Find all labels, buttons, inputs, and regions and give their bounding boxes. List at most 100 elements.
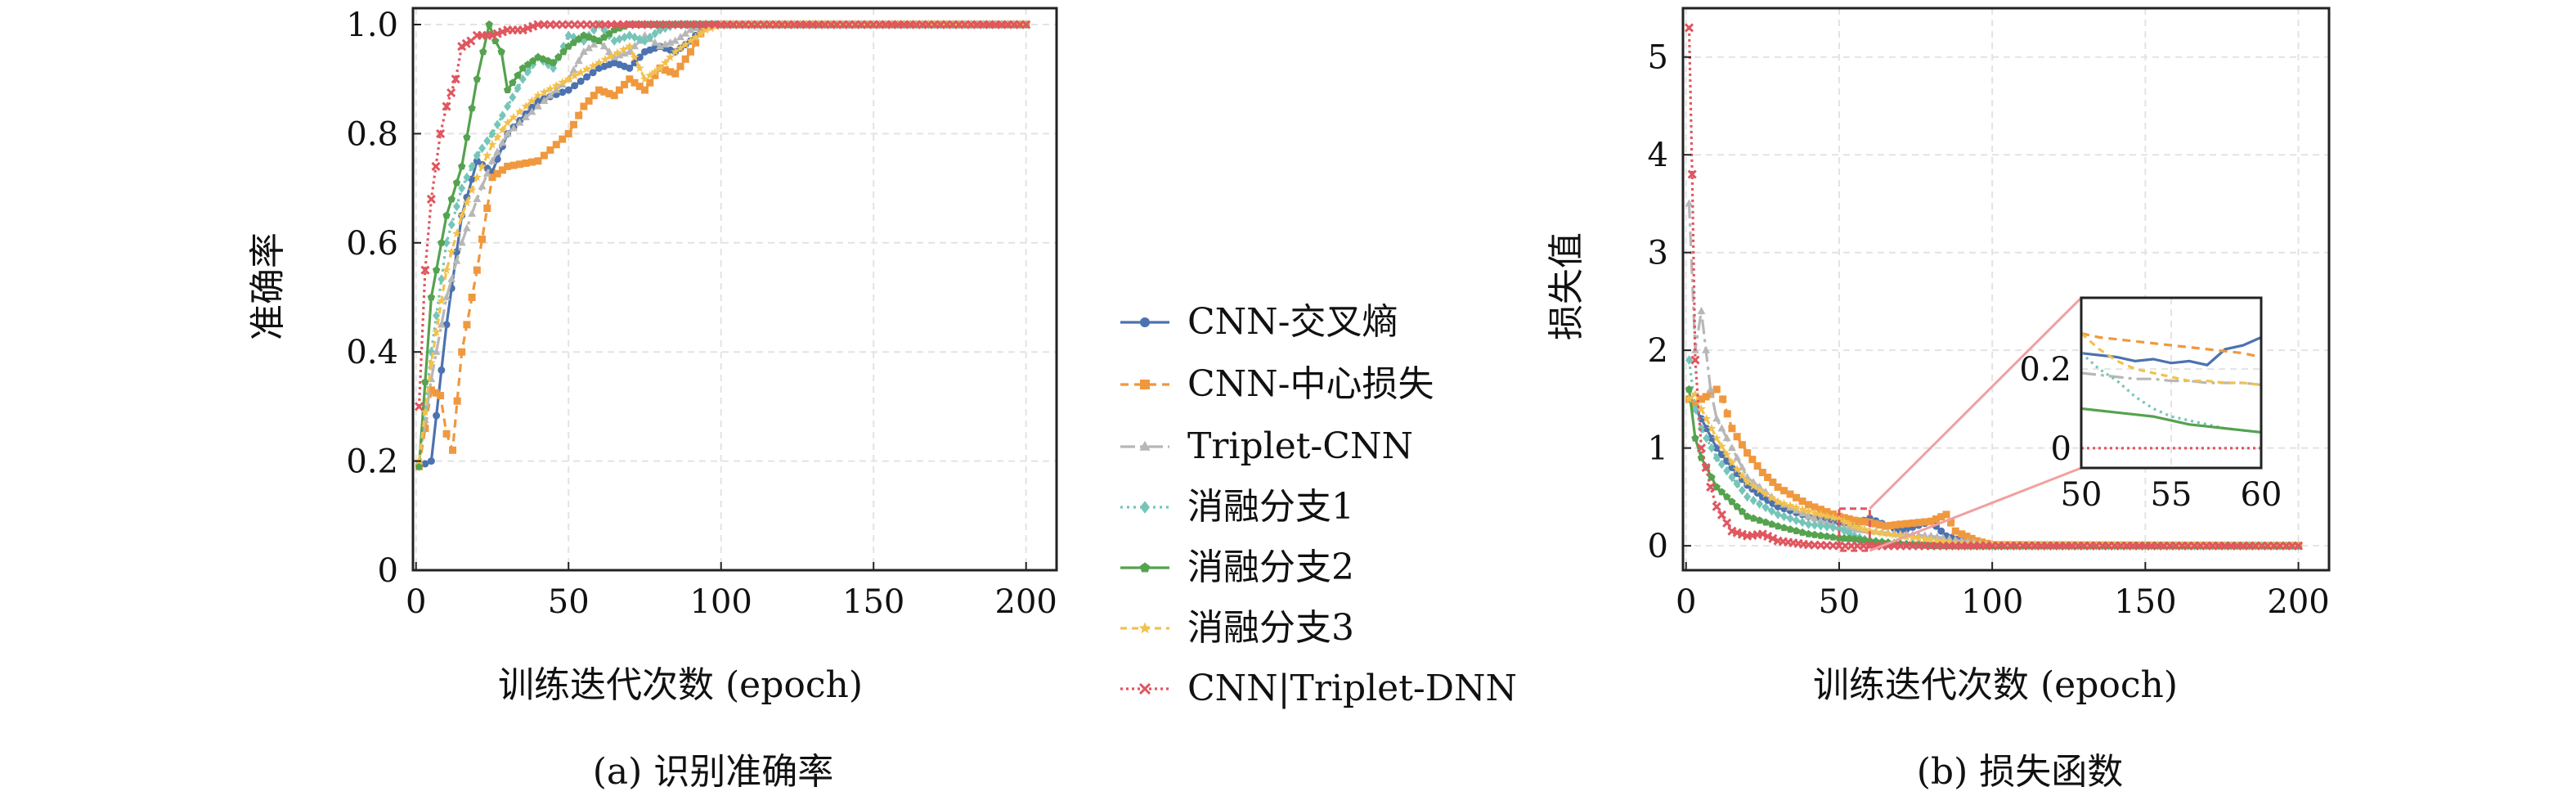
accuracy-series-3-point <box>462 223 471 232</box>
accuracy-series-6-point <box>482 151 492 160</box>
accuracy-series-3-point <box>552 85 561 93</box>
accuracy-series-1-point <box>427 457 435 465</box>
accuracy-series-4-point <box>468 161 476 172</box>
loss-series-5-point <box>1733 502 1741 510</box>
loss-series-6-point <box>1810 508 1820 517</box>
accuracy-series-6-point <box>635 63 644 73</box>
loss-series-6-point <box>1938 537 1948 546</box>
legend-marker-5 <box>1139 562 1151 573</box>
accuracy-series-5-point <box>503 86 512 94</box>
accuracy-x-tick-label: 0 <box>406 583 426 621</box>
loss-series-4-point <box>1840 525 1848 536</box>
accuracy-series-2-point <box>527 158 536 166</box>
loss-series-7-point <box>2293 541 2304 551</box>
accuracy-series-5-point <box>600 33 608 41</box>
accuracy-series-2-point <box>646 79 654 87</box>
loss-series-5-point <box>1816 531 1825 539</box>
accuracy-series-5 <box>415 20 1030 470</box>
loss-series-4-point <box>1780 511 1788 522</box>
accuracy-series-5-point <box>518 64 527 72</box>
accuracy-series-5-point <box>595 37 604 45</box>
loss-series-3-point <box>1845 524 1854 532</box>
loss-series-2-point <box>1753 462 1761 470</box>
legend-sample-4 <box>1120 501 1169 514</box>
loss-series-6-point <box>1761 488 1770 498</box>
loss-series-5-point <box>1840 534 1848 542</box>
legend-item-5[interactable]: 消融分支2 <box>1120 546 1354 588</box>
legend-item-2[interactable]: CNN-中心损失 <box>1120 363 1434 405</box>
loss-series-2-point <box>1786 490 1794 498</box>
loss-x-tick-label: 0 <box>1676 583 1696 621</box>
accuracy-series-3-point <box>671 36 680 44</box>
accuracy-series-6-point <box>671 47 680 56</box>
legend-item-6[interactable]: 消融分支3 <box>1120 607 1354 649</box>
loss-y-tick-label: 0 <box>1648 528 1668 565</box>
accuracy-series-6-line <box>417 23 1026 461</box>
accuracy-series-6-point <box>594 57 604 67</box>
accuracy-series-7-point <box>436 128 446 138</box>
accuracy-series-7-point <box>420 265 430 275</box>
loss-series-2-point <box>1748 456 1757 464</box>
accuracy-series-5-point <box>559 47 568 56</box>
loss-series-3-point <box>1717 424 1726 432</box>
accuracy-series-1-point <box>534 97 542 105</box>
inset-x-tick-label: 55 <box>2151 476 2192 514</box>
accuracy-series-4-point <box>518 74 527 84</box>
accuracy-series-6-point <box>576 67 586 77</box>
accuracy-series-6-point <box>426 358 436 367</box>
accuracy-series-4-point <box>631 32 639 43</box>
accuracy-series-2-point <box>473 266 481 274</box>
accuracy-series-2-point <box>605 89 613 97</box>
accuracy-series-6-point <box>539 87 549 97</box>
accuracy-series-6-point <box>696 29 706 38</box>
loss-series-6-point <box>1860 524 1869 533</box>
loss-series-2-point <box>1921 518 1929 526</box>
loss-series-2-point <box>1774 483 1782 491</box>
accuracy-series-7-point <box>451 74 460 84</box>
accuracy-series-6-point <box>503 118 513 127</box>
loss-series-6-point <box>1945 537 1954 546</box>
accuracy-series-3-point <box>503 129 512 137</box>
accuracy-series-3-point <box>650 38 659 46</box>
accuracy-y-tick-label: 0.6 <box>346 225 398 263</box>
accuracy-series-3-point <box>447 274 456 282</box>
loss-y-tick-label: 5 <box>1648 39 1668 77</box>
loss-series-5-point <box>1712 483 1721 491</box>
accuracy-series-3-point <box>569 65 578 74</box>
loss-series-6-point <box>1690 389 1700 398</box>
legend-item-7[interactable]: CNN|Triplet-DNN <box>1120 668 1517 709</box>
loss-series-3-point <box>1722 434 1731 442</box>
loss-series-4-point <box>1712 452 1721 463</box>
loss-series-2-point <box>1738 441 1746 449</box>
legend-sample-2 <box>1120 380 1169 389</box>
legend-marker-1 <box>1140 317 1150 327</box>
accuracy-series-6-point <box>551 80 561 90</box>
legend-item-3[interactable]: Triplet-CNN <box>1120 425 1413 467</box>
zoom-rectangle <box>1838 507 1871 552</box>
accuracy-y-tick-label: 0.2 <box>346 443 398 481</box>
legend-item-4[interactable]: 消融分支1 <box>1120 486 1354 528</box>
loss-series-5-point <box>1767 519 1776 528</box>
loss-series-6-point <box>1797 505 1807 514</box>
accuracy-series-6-point <box>521 101 531 110</box>
accuracy-series-6-point <box>645 70 655 79</box>
accuracy-y-tick-label: 1.0 <box>346 7 398 44</box>
accuracy-ticks: 0 50 100 150 200 0 0.2 0.4 0.6 0.8 1.0 <box>346 7 1057 621</box>
accuracy-series-6-point <box>613 47 622 57</box>
accuracy-series-6-point <box>685 36 695 45</box>
accuracy-series-2-point <box>575 111 583 119</box>
loss-series-6-point <box>1791 502 1802 512</box>
accuracy-series-1-point <box>438 366 446 374</box>
loss-y-tick-label: 3 <box>1648 235 1668 272</box>
accuracy-series-6-point <box>606 51 617 61</box>
loss-series-6-point <box>1932 536 1942 545</box>
loss-series-5-point <box>1691 434 1699 442</box>
legend-item-1[interactable]: CNN-交叉熵 <box>1120 301 1398 343</box>
accuracy-series-5-point <box>421 377 429 385</box>
accuracy-series-2-point <box>509 161 518 169</box>
accuracy-plot-frame <box>411 7 1058 572</box>
inset-series-5-line <box>2080 407 2262 434</box>
loss-series-6-point <box>1896 531 1905 540</box>
accuracy-series-1-point <box>631 59 639 67</box>
loss-series-6-point <box>1950 537 1960 547</box>
